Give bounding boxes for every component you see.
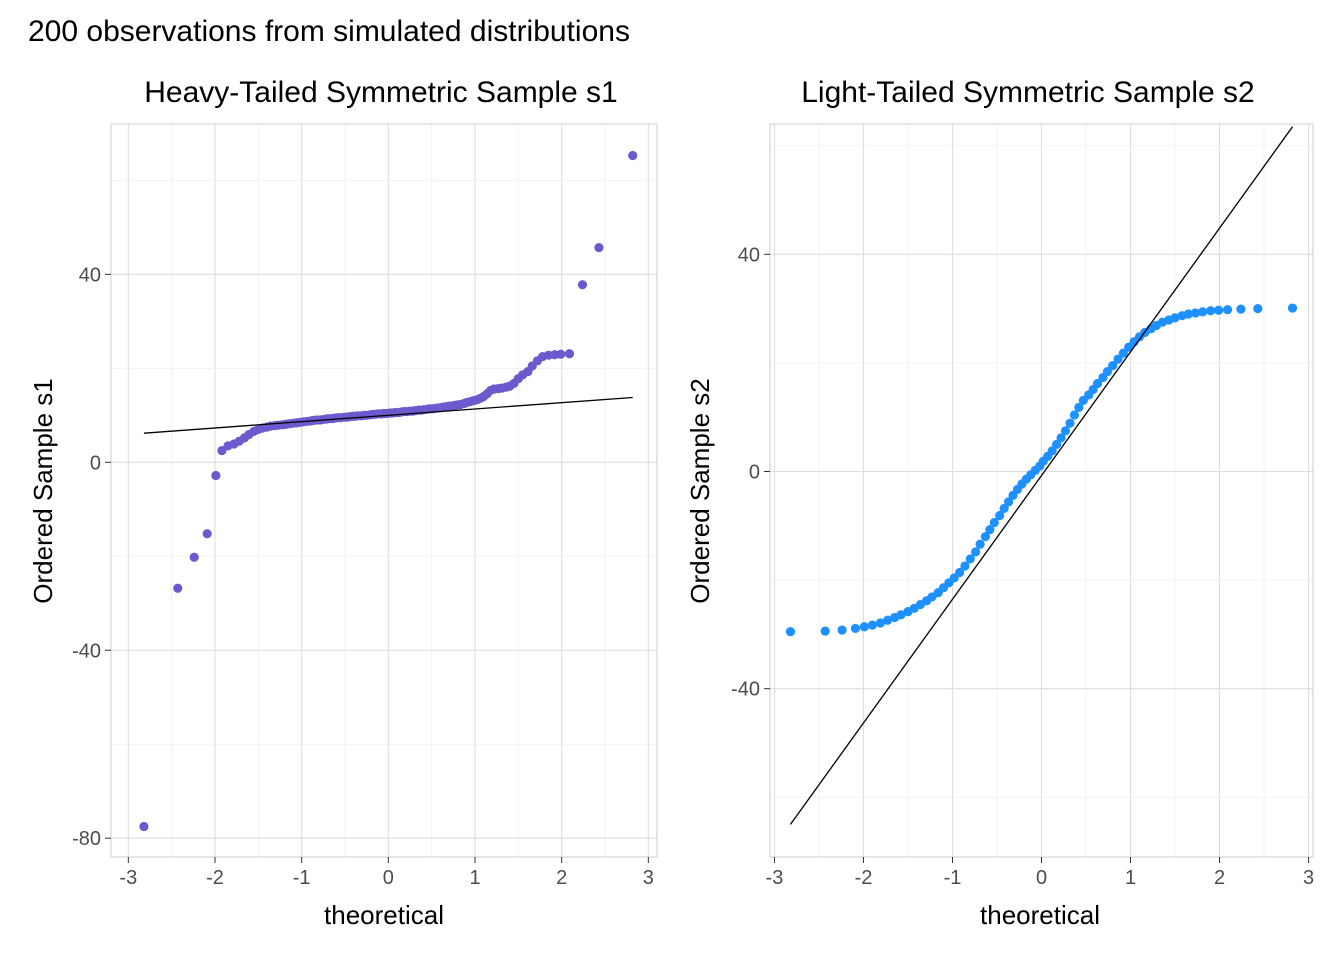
data-point xyxy=(882,615,893,625)
data-point xyxy=(980,532,991,542)
x-tick-label: 1 xyxy=(1125,867,1136,889)
x-tick-label: -3 xyxy=(119,867,137,889)
panel-title: Heavy-Tailed Symmetric Sample s1 xyxy=(144,76,617,109)
x-axis-label: theoretical xyxy=(980,900,1100,930)
figure-title: 200 observations from simulated distribu… xyxy=(28,15,630,48)
data-point xyxy=(989,517,999,528)
data-point xyxy=(955,567,965,578)
data-point xyxy=(556,349,566,359)
data-point xyxy=(965,554,975,564)
y-tick-label: 40 xyxy=(79,264,101,286)
data-point xyxy=(1092,378,1103,389)
data-point xyxy=(1118,348,1128,358)
data-point xyxy=(1069,410,1080,420)
data-point xyxy=(1206,306,1216,316)
data-point xyxy=(1198,307,1208,317)
data-point xyxy=(785,627,796,637)
data-point xyxy=(139,821,149,832)
data-point xyxy=(971,547,981,557)
data-point xyxy=(594,242,604,253)
data-point xyxy=(628,150,638,161)
y-tick-label: 0 xyxy=(749,461,760,483)
y-axis-label: Ordered Sample s1 xyxy=(28,378,58,603)
x-tick-label: -2 xyxy=(855,867,873,889)
x-tick-label: 2 xyxy=(556,867,567,889)
data-point xyxy=(1108,361,1118,371)
x-tick-label: 3 xyxy=(643,867,654,889)
qq-panel-s1: Heavy-Tailed Symmetric Sample s1 theoret… xyxy=(28,76,658,930)
data-point xyxy=(999,503,1009,514)
data-point xyxy=(1253,304,1263,314)
data-point xyxy=(577,280,588,290)
data-point xyxy=(189,552,199,562)
data-point xyxy=(1056,433,1066,443)
data-point xyxy=(837,625,847,635)
grid-lines xyxy=(769,123,1314,858)
data-point xyxy=(173,583,183,593)
y-tick-label: 0 xyxy=(90,452,101,474)
panel-border xyxy=(110,123,658,858)
data-point xyxy=(1183,309,1193,319)
data-point xyxy=(1074,402,1084,413)
x-tick-label: 1 xyxy=(469,867,480,889)
x-axis-label: theoretical xyxy=(324,900,444,930)
y-tick-label: -40 xyxy=(731,679,760,701)
data-point xyxy=(1047,446,1057,456)
data-point xyxy=(875,618,885,628)
panel-title: Light-Tailed Symmetric Sample s2 xyxy=(801,76,1255,109)
data-point xyxy=(960,561,970,571)
data-point xyxy=(975,539,985,549)
data-point xyxy=(1052,439,1062,449)
data-point xyxy=(1287,303,1298,313)
x-tick-label: 0 xyxy=(1036,867,1047,889)
data-point xyxy=(820,626,830,636)
data-point xyxy=(1222,305,1233,315)
qq-panel-s2: Light-Tailed Symmetric Sample s2 theoret… xyxy=(685,76,1314,930)
reference-line xyxy=(789,126,1294,825)
y-tick-label: -80 xyxy=(72,828,101,850)
y-axis-label: Ordered Sample s2 xyxy=(685,378,715,603)
x-tick-label: -1 xyxy=(944,867,962,889)
data-point xyxy=(867,620,877,630)
x-tick-label: 2 xyxy=(1214,867,1225,889)
data-point xyxy=(995,510,1005,521)
x-tick-label: -3 xyxy=(766,867,784,889)
data-point xyxy=(1065,418,1075,428)
data-point xyxy=(1003,497,1014,507)
y-tick-label: -40 xyxy=(72,640,101,662)
data-point xyxy=(1190,308,1201,318)
data-point xyxy=(985,524,995,535)
data-point xyxy=(1060,426,1071,436)
data-point xyxy=(564,349,575,359)
y-tick-label: 40 xyxy=(738,244,760,266)
x-tick-label: -2 xyxy=(206,867,224,889)
data-point xyxy=(1236,304,1246,314)
data-point xyxy=(896,610,906,620)
data-point xyxy=(1214,305,1224,315)
data-point xyxy=(1113,354,1123,364)
data-point xyxy=(1170,313,1180,323)
data-point xyxy=(202,529,212,539)
grid-lines xyxy=(110,123,658,858)
data-point xyxy=(859,622,869,632)
x-tick-label: 3 xyxy=(1303,867,1314,889)
x-tick-label: -1 xyxy=(293,867,311,889)
data-point xyxy=(211,470,221,481)
data-point xyxy=(850,623,861,634)
x-tick-label: 0 xyxy=(383,867,394,889)
data-point xyxy=(1102,366,1112,377)
reference-line xyxy=(143,396,633,434)
